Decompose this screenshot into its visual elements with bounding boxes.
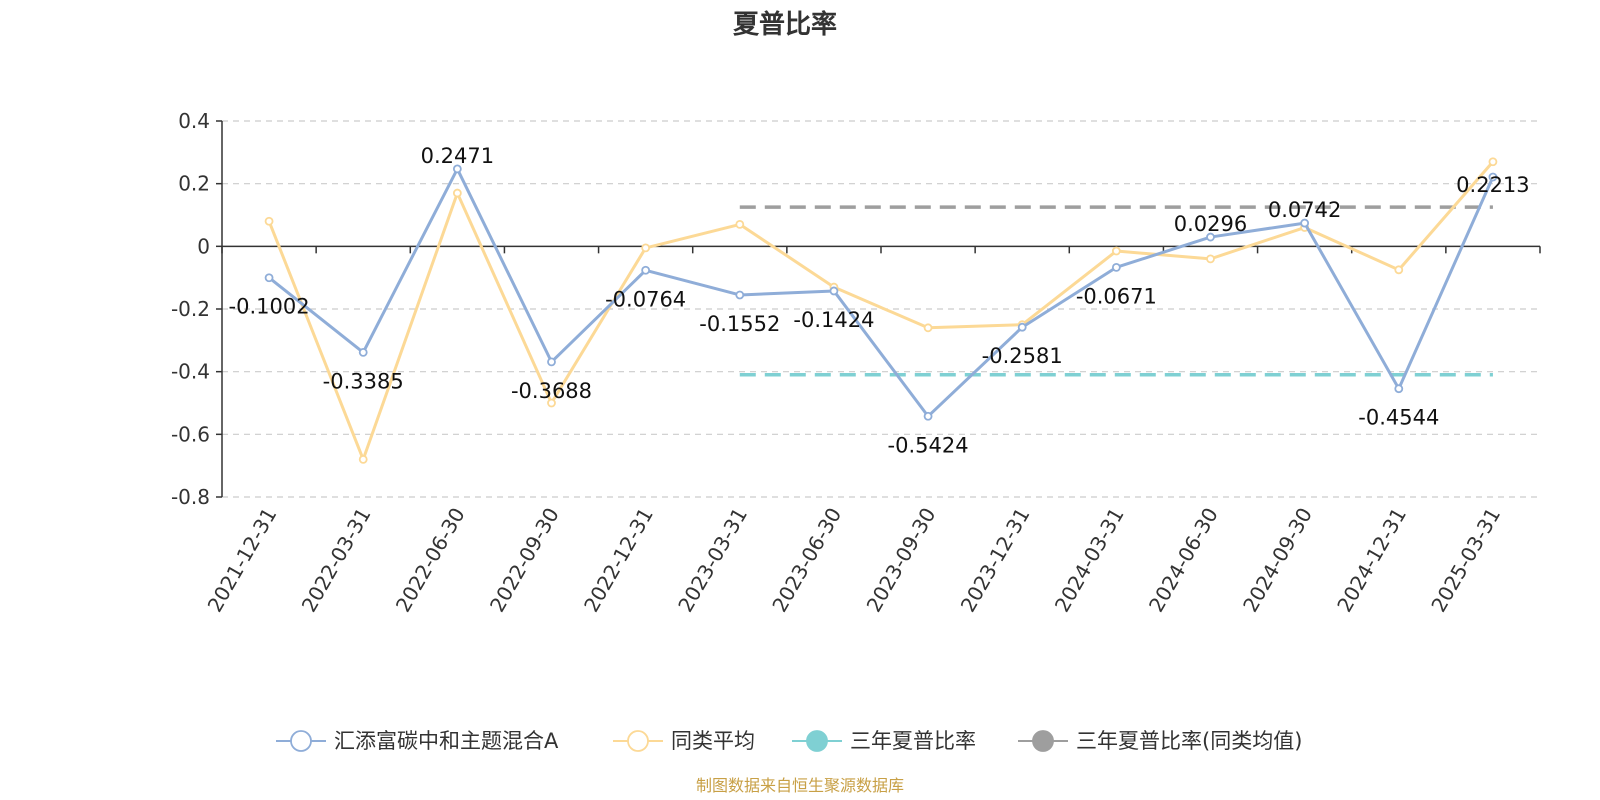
- series-line: [268, 167, 1495, 418]
- data-point: [829, 286, 839, 296]
- x-tick-label: 2022-06-30: [391, 504, 470, 617]
- legend-label: 三年夏普比率: [850, 729, 976, 753]
- data-point: [452, 188, 462, 198]
- x-tick-label: 2022-03-31: [297, 504, 376, 617]
- data-label: -0.5424: [888, 433, 969, 457]
- legend-marker: [627, 730, 649, 752]
- data-point: [1111, 262, 1121, 272]
- y-tick-label: -0.6: [171, 422, 210, 446]
- data-label: -0.3688: [511, 379, 592, 403]
- data-label: -0.0671: [1076, 284, 1157, 308]
- legend-marker: [806, 730, 828, 752]
- x-tick-label: 2023-03-31: [673, 504, 752, 617]
- x-tick-label: 2021-12-31: [202, 504, 281, 617]
- data-label: -0.1002: [229, 295, 310, 319]
- x-tick-label: 2024-06-30: [1144, 504, 1223, 617]
- legend-label: 同类平均: [671, 729, 755, 753]
- data-point: [358, 347, 368, 357]
- data-label: -0.1552: [699, 312, 780, 336]
- data-label: -0.2581: [982, 344, 1063, 368]
- data-point: [358, 454, 368, 464]
- data-label: 0.0296: [1174, 212, 1247, 236]
- x-tick-label: 2025-03-31: [1426, 504, 1505, 617]
- data-point: [1206, 232, 1215, 242]
- data-label: 0.0742: [1268, 198, 1341, 222]
- reference-lines: [739, 205, 1493, 377]
- x-tick-label: 2022-12-31: [579, 504, 658, 617]
- data-point: [264, 273, 274, 283]
- data-point: [735, 219, 745, 229]
- data-point: [1488, 157, 1498, 167]
- data-point: [641, 265, 651, 275]
- x-tick-label: 2022-09-30: [485, 504, 564, 617]
- y-tick-label: 0.2: [178, 172, 210, 196]
- data-label: 0.2213: [1456, 173, 1529, 197]
- x-tick-label: 2023-06-30: [767, 504, 846, 617]
- legend-item: 三年夏普比率(同类均值): [1018, 729, 1302, 753]
- data-point: [452, 164, 462, 174]
- legend-marker: [290, 730, 312, 752]
- legend: 汇添富碳中和主题混合A 同类平均 三年夏普比率 三年夏普比率(同类均值): [276, 729, 1302, 753]
- data-point: [735, 290, 745, 300]
- data-label: 0.2471: [421, 144, 494, 168]
- data-point: [1017, 322, 1027, 332]
- data-label: -0.4544: [1358, 406, 1439, 430]
- x-tick-label: 2023-09-30: [861, 504, 940, 617]
- data-point: [923, 323, 933, 333]
- data-source-note: 制图数据来自恒生聚源数据库: [696, 776, 904, 795]
- legend-item: 三年夏普比率: [792, 729, 976, 753]
- data-label: -0.1424: [793, 308, 874, 332]
- data-point: [547, 398, 556, 408]
- data-label: -0.3385: [323, 369, 404, 393]
- series-line: [267, 160, 1495, 461]
- legend-marker: [1032, 730, 1054, 752]
- series-lines: [264, 157, 1498, 464]
- data-labels: -0.1002 -0.3385 0.2471 -0.3688 -0.0764 -0.155…: [229, 144, 1530, 457]
- y-tick-label: -0.2: [171, 297, 210, 321]
- y-tick-label: -0.8: [171, 485, 210, 509]
- legend-label: 汇添富碳中和主题混合A: [334, 729, 559, 753]
- data-label: -0.0764: [605, 287, 686, 311]
- x-tick-label: 2024-12-31: [1332, 504, 1411, 617]
- y-tick-label: 0: [197, 234, 210, 258]
- data-point: [1206, 254, 1215, 264]
- data-point: [264, 216, 274, 226]
- x-tick-label: 2023-12-31: [956, 504, 1035, 617]
- data-point: [641, 243, 651, 253]
- legend-label: 三年夏普比率(同类均值): [1076, 729, 1302, 753]
- x-tick-label: 2024-09-30: [1238, 504, 1317, 617]
- data-point: [1394, 384, 1404, 394]
- data-point: [547, 357, 556, 367]
- y-tick-label: 0.4: [178, 109, 210, 133]
- data-point: [1394, 265, 1404, 275]
- legend-item: 同类平均: [613, 729, 755, 753]
- chart-title: 夏普比率: [733, 9, 837, 40]
- data-point: [923, 411, 933, 421]
- y-tick-label: -0.4: [171, 360, 210, 384]
- data-point: [1300, 218, 1310, 228]
- legend-item: 汇添富碳中和主题混合A: [276, 729, 559, 753]
- data-point: [1111, 246, 1121, 256]
- data-point: [1488, 172, 1498, 182]
- x-tick-label: 2024-03-31: [1050, 504, 1129, 617]
